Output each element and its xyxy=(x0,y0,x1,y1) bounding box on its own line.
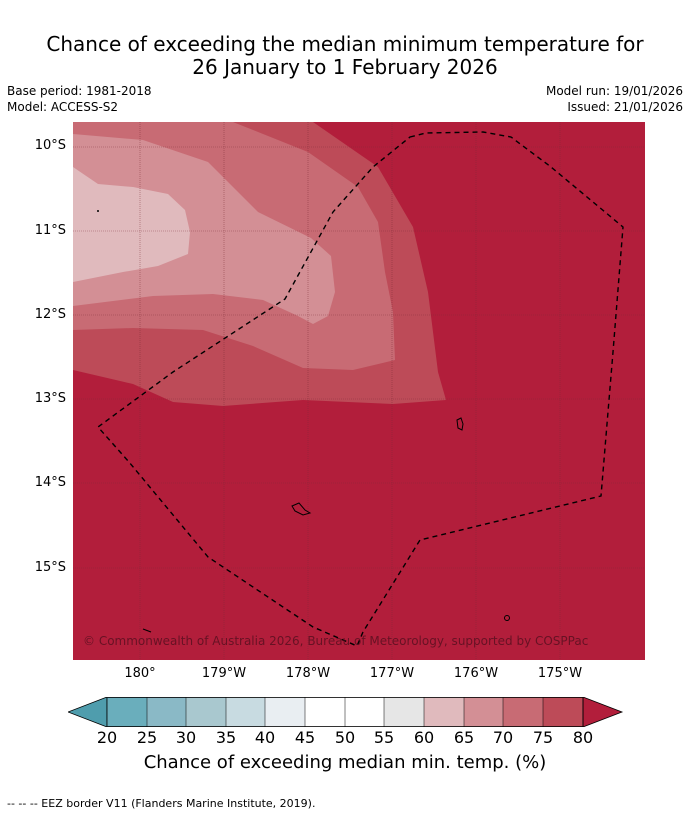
lat-label: 10°S xyxy=(34,138,66,153)
colorbar-swatch xyxy=(345,697,385,727)
colorbar-swatch xyxy=(226,697,266,727)
colorbar-label: 60 xyxy=(413,728,435,747)
island-1 xyxy=(456,417,464,431)
colorbar-label: 75 xyxy=(532,728,554,747)
colorbar-label: 80 xyxy=(572,728,594,747)
lon-label: 175°W xyxy=(537,666,583,681)
chart-title-line1: Chance of exceeding the median minimum t… xyxy=(46,32,644,56)
lat-label: 15°S xyxy=(34,560,66,575)
chart-title-line2: 26 January to 1 February 2026 xyxy=(192,55,498,79)
colorbar-swatch xyxy=(305,697,345,727)
island-2 xyxy=(291,502,312,516)
colorbar xyxy=(68,697,624,727)
forecast-map: © Commonwealth of Australia 2026, Bureau… xyxy=(73,122,645,660)
colorbar-high-arrow xyxy=(582,697,624,727)
colorbar-swatch xyxy=(147,697,187,727)
colorbar-swatch xyxy=(503,697,543,727)
model-run: Model run: 19/01/2026 xyxy=(545,84,683,98)
lat-label: 12°S xyxy=(34,307,66,322)
colorbar-swatch xyxy=(464,697,504,727)
issued-date: Issued: 21/01/2026 xyxy=(567,100,683,114)
colorbar-swatch xyxy=(186,697,226,727)
lon-label: 179°W xyxy=(201,666,247,681)
lon-label: 178°W xyxy=(285,666,331,681)
island-5 xyxy=(142,628,152,633)
island-3 xyxy=(504,615,510,621)
colorbar-swatch xyxy=(384,697,424,727)
colorbar-label: 25 xyxy=(136,728,158,747)
colorbar-label: 30 xyxy=(175,728,197,747)
region-65-70 xyxy=(73,134,335,324)
lon-label: 176°W xyxy=(453,666,499,681)
graticule xyxy=(73,122,645,660)
colorbar-title: Chance of exceeding median min. temp. (%… xyxy=(143,752,547,773)
colorbar-label: 40 xyxy=(254,728,276,747)
base-period: Base period: 1981-2018 xyxy=(7,84,152,98)
island-4 xyxy=(97,210,99,212)
lat-label: 14°S xyxy=(34,475,66,490)
eez-footnote: -- -- -- EEZ border V11 (Flanders Marine… xyxy=(7,797,316,810)
colorbar-label: 50 xyxy=(334,728,356,747)
colorbar-label: 35 xyxy=(215,728,237,747)
colorbar-label: 55 xyxy=(373,728,395,747)
colorbar-label: 45 xyxy=(294,728,316,747)
model-name: Model: ACCESS-S2 xyxy=(7,100,119,114)
eez-border xyxy=(96,131,624,647)
colorbar-label: 20 xyxy=(96,728,118,747)
colorbar-label: 70 xyxy=(492,728,514,747)
colorbar-swatch xyxy=(424,697,464,727)
colorbar-swatch xyxy=(107,697,147,727)
copyright-text: © Commonwealth of Australia 2026, Bureau… xyxy=(83,634,588,648)
colorbar-low-arrow xyxy=(68,697,108,727)
lon-label: 180° xyxy=(124,666,156,681)
lat-label: 11°S xyxy=(34,223,66,238)
lat-label: 13°S xyxy=(34,391,66,406)
lon-label: 177°W xyxy=(369,666,415,681)
colorbar-label: 65 xyxy=(453,728,475,747)
region-60-65 xyxy=(73,167,190,282)
colorbar-swatch xyxy=(265,697,305,727)
colorbar-swatch xyxy=(543,697,583,727)
